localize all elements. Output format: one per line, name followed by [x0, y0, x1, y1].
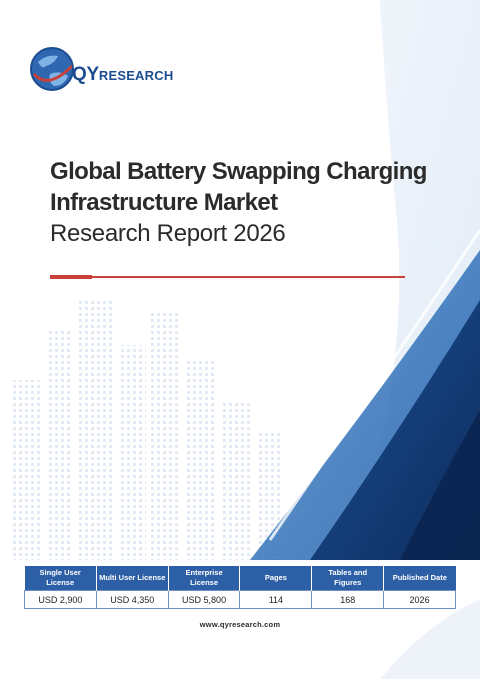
- title-divider-accent: [50, 275, 92, 279]
- globe-icon: [30, 47, 74, 91]
- qyresearch-logo: QYRESEARCH: [28, 44, 173, 100]
- title-divider: [50, 276, 405, 278]
- value-enterprise-license: USD 5,800: [167, 590, 241, 609]
- logo-wordmark: QYRESEARCH: [72, 64, 174, 85]
- header-multi-user-license: Multi User License: [96, 566, 169, 591]
- header-enterprise-license: Enterprise License: [168, 566, 241, 591]
- header-pages: Pages: [239, 566, 313, 591]
- value-tables-and-figures: 168: [311, 590, 385, 609]
- title-line-2: Infrastructure Market: [50, 189, 278, 216]
- table-header-row: Single User License Multi User License E…: [24, 566, 456, 591]
- title-line-1: Global Battery Swapping Charging: [50, 158, 427, 185]
- header-tables-and-figures: Tables and Figures: [311, 566, 385, 591]
- table-row: USD 2,900 USD 4,350 USD 5,800 114 168 20…: [24, 590, 456, 609]
- license-info-table: Single User License Multi User License E…: [24, 566, 456, 609]
- value-published-date: 2026: [383, 590, 456, 609]
- report-title: Global Battery Swapping Charging Infrast…: [50, 156, 430, 249]
- header-single-user-license: Single User License: [24, 566, 97, 591]
- value-single-user-license: USD 2,900: [24, 590, 97, 609]
- header-published-date: Published Date: [383, 566, 456, 591]
- value-multi-user-license: USD 4,350: [95, 590, 169, 609]
- value-pages: 114: [239, 590, 313, 609]
- website-link[interactable]: www.qyresearch.com: [199, 620, 281, 629]
- title-line-3: Research Report 2026: [50, 220, 286, 247]
